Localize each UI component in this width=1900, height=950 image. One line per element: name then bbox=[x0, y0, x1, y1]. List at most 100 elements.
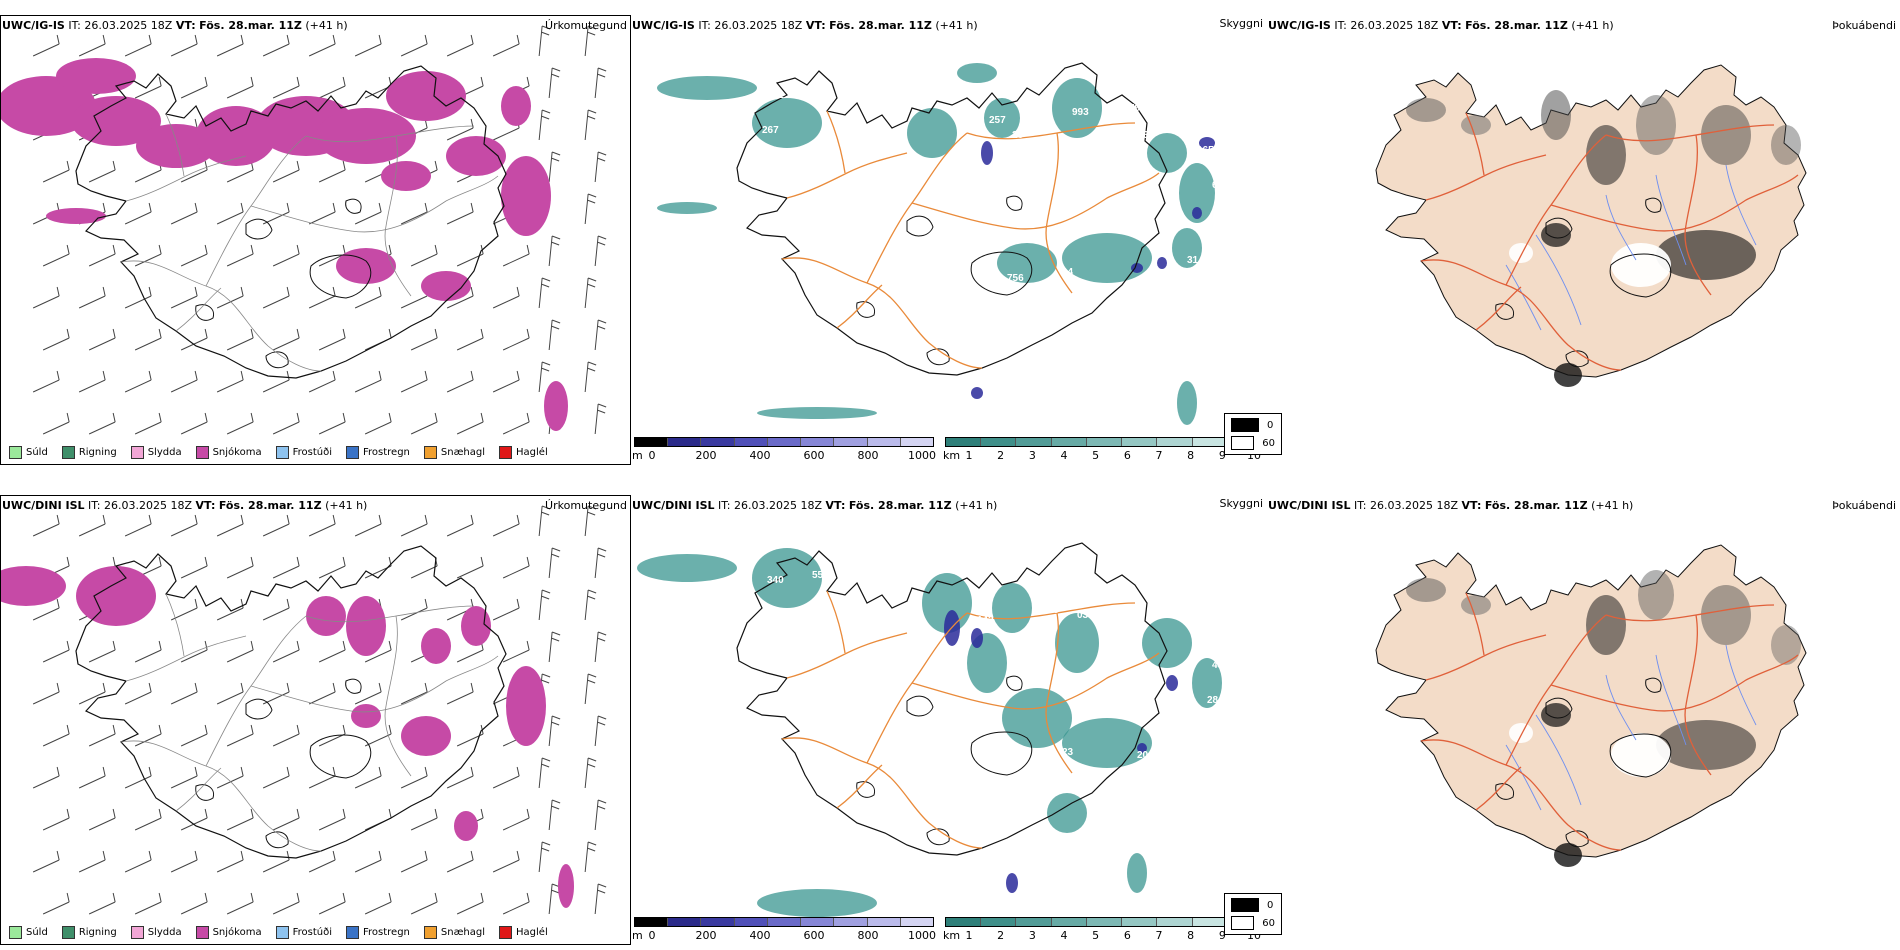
wind-barb bbox=[88, 412, 116, 435]
visibility-header: UWC/DINI ISL IT: 26.03.2025 18Z VT: Fös.… bbox=[632, 499, 997, 512]
wind-barb bbox=[594, 403, 607, 435]
wind-barb bbox=[492, 34, 520, 57]
rivers bbox=[1505, 164, 1757, 331]
visibility-colorbar: km 1 2 3 4 5 6 7 8 9 10 bbox=[943, 917, 1263, 943]
wind-barb bbox=[180, 328, 208, 351]
road-line bbox=[866, 132, 968, 284]
model-name: UWC/IG-IS bbox=[2, 19, 65, 32]
height-colorbar-segment bbox=[668, 438, 702, 446]
glacier-outline bbox=[1545, 697, 1573, 719]
precip-legend: Súld Rigning Slydda Snjókoma Frostúði Frostre… bbox=[9, 446, 548, 459]
height-colorbar-segment bbox=[867, 438, 901, 446]
snow-area bbox=[506, 666, 546, 746]
visibility-colorbar-segment bbox=[1016, 438, 1052, 446]
visibility-colorbar-segment bbox=[1086, 918, 1123, 926]
snow-area bbox=[501, 86, 531, 126]
precip-map bbox=[1, 505, 607, 915]
visibility-colorbar-segment bbox=[1192, 918, 1228, 926]
roads bbox=[120, 593, 499, 852]
wind-barb bbox=[78, 286, 106, 309]
wind-barb bbox=[446, 34, 474, 57]
wind-barb bbox=[170, 682, 198, 705]
river-line bbox=[1655, 174, 1687, 266]
river-line bbox=[1535, 234, 1582, 326]
visibility-tick-label: 1 bbox=[965, 929, 973, 942]
precip-map-frame: Súld Rigning Slydda Snjókoma Frostúði Frostre… bbox=[0, 15, 631, 465]
wind-barb bbox=[216, 202, 244, 225]
river-line bbox=[1505, 264, 1542, 331]
legend-label: Snæhagl bbox=[440, 927, 486, 938]
river-line bbox=[1725, 644, 1757, 726]
wind-barb bbox=[354, 682, 382, 705]
glacier-outline bbox=[1609, 253, 1672, 298]
visibility-colorbar-segment bbox=[946, 438, 982, 446]
wind-barb bbox=[88, 640, 116, 663]
wind-barb bbox=[32, 766, 60, 789]
wind-barb bbox=[170, 202, 198, 225]
river-line bbox=[1655, 654, 1687, 746]
wind-barb bbox=[272, 160, 300, 183]
height-tick-label: 600 bbox=[803, 929, 825, 942]
fog-header: UWC/IG-IS IT: 26.03.2025 18Z VT: Fös. 28… bbox=[1268, 19, 1614, 32]
river-line bbox=[1535, 714, 1582, 806]
wind-barb bbox=[180, 892, 208, 915]
height-colorbar-segment bbox=[900, 918, 933, 926]
legend-swatch bbox=[423, 926, 437, 939]
wind-barb bbox=[226, 724, 254, 747]
lead-time: (+41 h) bbox=[1591, 499, 1634, 512]
legend-swatch bbox=[423, 446, 437, 459]
wind-barb bbox=[272, 892, 300, 915]
wind-barb bbox=[134, 892, 162, 915]
wind-barb bbox=[180, 808, 208, 831]
fog-indicator-area bbox=[1461, 595, 1491, 615]
wind-barb bbox=[226, 76, 254, 99]
wind-barb bbox=[134, 808, 162, 831]
precip-legend-item: Frostregn bbox=[346, 446, 410, 459]
cloud-base-label: 23 bbox=[1062, 747, 1074, 758]
model-name: UWC/DINI ISL bbox=[2, 499, 85, 512]
snow-areas bbox=[1, 58, 568, 431]
wind-barb bbox=[216, 682, 244, 705]
road-line bbox=[786, 152, 908, 199]
wind-barb bbox=[170, 34, 198, 57]
cloud-base-label: 267 bbox=[762, 125, 779, 136]
wind-barb bbox=[32, 514, 60, 537]
legend-swatch bbox=[346, 446, 359, 459]
fog-indicator-area bbox=[1541, 90, 1571, 140]
glacier-outline bbox=[856, 781, 876, 798]
height-colorbar-segment bbox=[734, 918, 768, 926]
it-label: IT: bbox=[698, 19, 711, 32]
wind-barb bbox=[308, 850, 336, 873]
fog-indicator-area bbox=[1638, 570, 1674, 620]
wind-barb bbox=[272, 328, 300, 351]
snow-area bbox=[421, 628, 451, 664]
wind-barb bbox=[180, 244, 208, 267]
visibility-title: Skyggni bbox=[1219, 497, 1263, 510]
wind-barb bbox=[354, 514, 382, 537]
road-line bbox=[250, 655, 499, 713]
fog-legend-min: 0 bbox=[1267, 419, 1274, 431]
visibility-tick-label: 8 bbox=[1187, 929, 1195, 942]
wind-barb bbox=[538, 841, 551, 873]
snow-area bbox=[544, 381, 568, 431]
visibility-tick-label: 9 bbox=[1218, 929, 1226, 942]
road-line bbox=[1550, 654, 1799, 712]
wind-barb bbox=[78, 34, 106, 57]
height-colorbar-segment bbox=[834, 438, 868, 446]
wind-barb bbox=[548, 151, 561, 183]
wind-barb bbox=[134, 328, 162, 351]
model-name: UWC/DINI ISL bbox=[632, 499, 715, 512]
wind-barb bbox=[318, 412, 346, 435]
road-line bbox=[120, 260, 322, 372]
wind-barb bbox=[410, 556, 438, 579]
visibility-colorbar-segment bbox=[1051, 438, 1087, 446]
fog-indicator-area bbox=[1509, 243, 1533, 263]
wind-barb bbox=[594, 799, 607, 831]
map-content: 341 27 267 55 92 257 28 993 798 603 303 284 165 607 36… bbox=[657, 62, 1234, 425]
visibility-area bbox=[757, 889, 877, 917]
visibility-area bbox=[1179, 163, 1215, 223]
fog-indicator-area bbox=[1656, 720, 1756, 770]
wind-barb bbox=[170, 370, 198, 393]
vt-value: Fös. 28.mar. 11Z bbox=[829, 19, 932, 32]
visibility-area bbox=[992, 583, 1032, 633]
